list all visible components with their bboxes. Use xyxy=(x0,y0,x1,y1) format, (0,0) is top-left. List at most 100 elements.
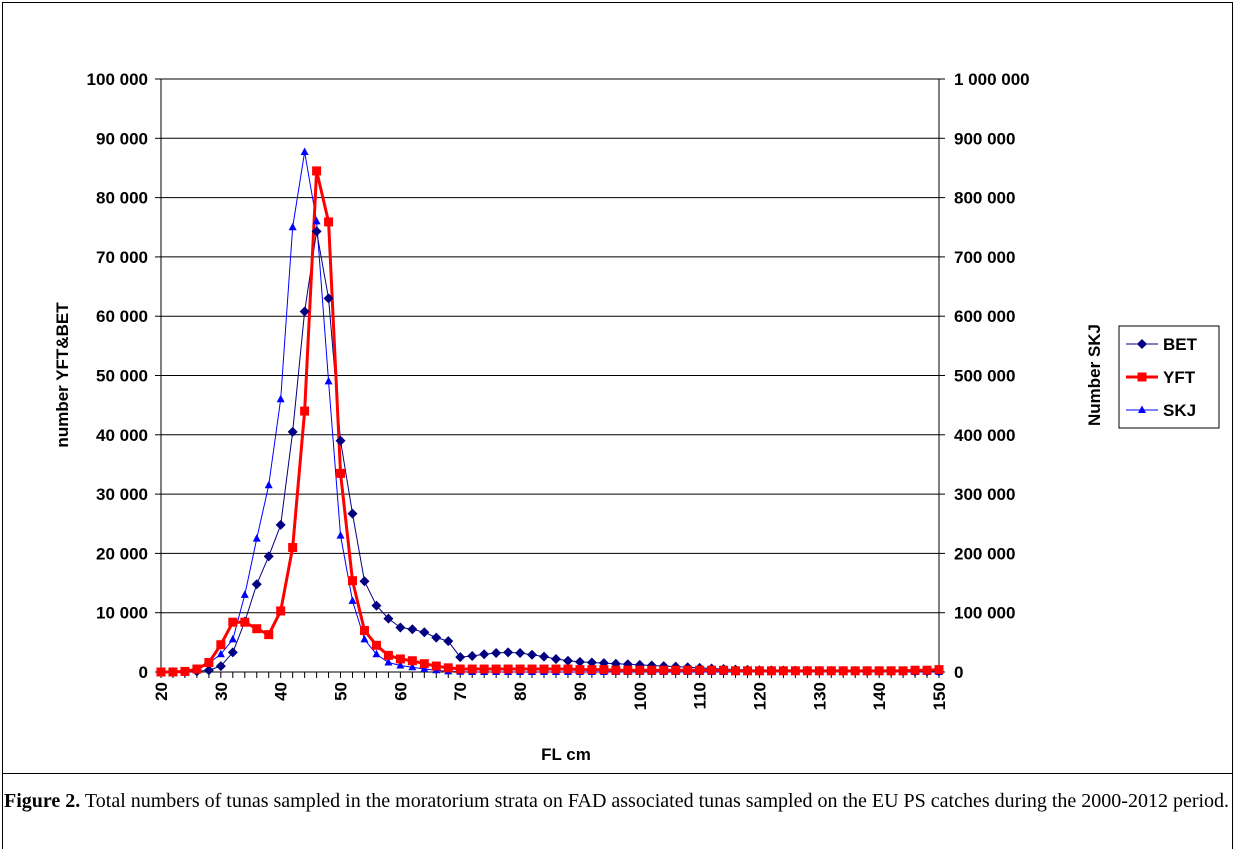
x-tick-label: 100 xyxy=(631,682,650,710)
data-point-yft xyxy=(348,576,358,586)
data-point-yft xyxy=(587,665,597,675)
legend-label-bet: BET xyxy=(1163,335,1198,354)
left-tick-label: 100 000 xyxy=(87,70,148,89)
data-point-yft xyxy=(407,656,417,666)
data-point-yft xyxy=(359,625,369,635)
right-tick-label: 900 000 xyxy=(954,129,1015,148)
legend-marker-yft xyxy=(1137,372,1147,382)
figure-caption: Figure 2. Total numbers of tunas sampled… xyxy=(4,790,1232,813)
right-tick-label: 400 000 xyxy=(954,426,1015,445)
left-axis-title: number YFT&BET xyxy=(53,302,72,448)
data-point-yft xyxy=(886,666,896,676)
data-point-yft xyxy=(719,665,729,675)
data-point-bet xyxy=(323,293,334,304)
data-point-yft xyxy=(168,667,178,677)
data-point-bet xyxy=(203,665,214,676)
data-point-skj xyxy=(336,531,345,539)
data-point-skj xyxy=(300,147,309,155)
data-point-yft xyxy=(551,664,561,674)
x-tick-label: 70 xyxy=(451,682,470,701)
data-point-yft xyxy=(563,664,573,674)
left-tick-label: 40 000 xyxy=(96,426,148,445)
data-point-yft xyxy=(228,617,238,627)
data-point-bet xyxy=(287,426,298,437)
data-point-yft xyxy=(491,664,501,674)
data-point-skj xyxy=(324,376,333,385)
data-point-skj xyxy=(372,649,381,658)
data-point-bet xyxy=(419,627,430,638)
data-point-yft xyxy=(922,665,932,675)
data-point-bet xyxy=(407,624,418,635)
data-point-yft xyxy=(707,665,717,675)
data-point-yft xyxy=(838,666,848,676)
data-point-yft xyxy=(419,659,429,669)
data-point-yft xyxy=(826,666,836,676)
left-tick-label: 30 000 xyxy=(96,485,148,504)
legend-label-skj: SKJ xyxy=(1163,401,1196,420)
left-tick-label: 0 xyxy=(139,663,148,682)
data-point-bet xyxy=(311,226,322,237)
data-point-bet xyxy=(371,600,382,611)
data-point-yft xyxy=(252,624,262,634)
data-point-bet xyxy=(395,622,406,633)
data-point-bet xyxy=(574,656,585,667)
data-point-skj xyxy=(408,662,417,671)
data-point-bet xyxy=(431,632,442,643)
data-point-yft xyxy=(862,666,872,676)
legend: BET YFT SKJ xyxy=(1118,325,1220,429)
caption-text: Total numbers of tunas sampled in the mo… xyxy=(80,790,1230,812)
data-point-yft xyxy=(455,664,465,674)
data-point-skj xyxy=(228,634,237,643)
x-tick-label: 20 xyxy=(152,682,171,701)
x-tick-label: 30 xyxy=(212,682,231,701)
data-point-skj xyxy=(384,658,393,666)
data-point-yft xyxy=(671,665,681,675)
data-point-yft xyxy=(910,665,920,675)
data-point-bet xyxy=(467,650,478,661)
legend-marker-skj xyxy=(1138,405,1146,413)
data-point-bet xyxy=(539,651,550,662)
data-point-yft xyxy=(383,650,393,660)
left-tick-label: 80 000 xyxy=(96,189,148,208)
right-tick-label: 800 000 xyxy=(954,189,1015,208)
data-point-yft xyxy=(527,664,537,674)
data-point-yft xyxy=(312,166,322,176)
data-point-bet xyxy=(562,655,573,666)
series-lines xyxy=(161,151,940,674)
data-point-skj xyxy=(288,222,297,231)
data-point-yft xyxy=(539,664,549,674)
data-point-bet xyxy=(503,647,514,658)
data-point-yft xyxy=(742,666,752,676)
data-point-bet xyxy=(347,508,358,519)
right-axis: 0 100 000 200 000 300 000 400 000 500 000 600 … xyxy=(939,70,1030,682)
data-point-yft xyxy=(371,640,381,650)
data-point-yft xyxy=(240,617,250,627)
data-point-bet xyxy=(251,579,262,590)
data-point-bet xyxy=(479,649,490,660)
data-point-yft xyxy=(850,666,860,676)
data-point-bet xyxy=(383,613,394,624)
data-point-yft xyxy=(300,406,310,416)
x-axis: 20 30 40 50 60 70 80 90 100 110 120 130 140 150 xyxy=(152,672,949,710)
x-tick-label: 150 xyxy=(930,682,949,710)
right-tick-label: 1 000 000 xyxy=(954,70,1030,89)
data-point-yft xyxy=(503,664,513,674)
data-point-yft xyxy=(479,664,489,674)
data-point-bet xyxy=(215,661,226,672)
data-point-bet xyxy=(227,647,238,658)
x-tick-label: 120 xyxy=(750,682,769,710)
data-point-skj xyxy=(252,534,261,542)
right-tick-label: 300 000 xyxy=(954,485,1015,504)
x-tick-label: 50 xyxy=(332,682,351,701)
data-point-yft xyxy=(395,654,405,664)
right-tick-label: 200 000 xyxy=(954,544,1015,563)
right-axis-title: Number SKJ xyxy=(1085,324,1104,426)
data-point-yft xyxy=(623,665,633,675)
data-point-yft xyxy=(647,665,657,675)
data-point-skj xyxy=(420,664,429,673)
series-markers xyxy=(156,147,944,677)
data-point-yft xyxy=(731,666,741,676)
data-point-yft xyxy=(288,542,298,552)
data-point-skj xyxy=(348,596,357,604)
data-point-yft xyxy=(898,666,908,676)
